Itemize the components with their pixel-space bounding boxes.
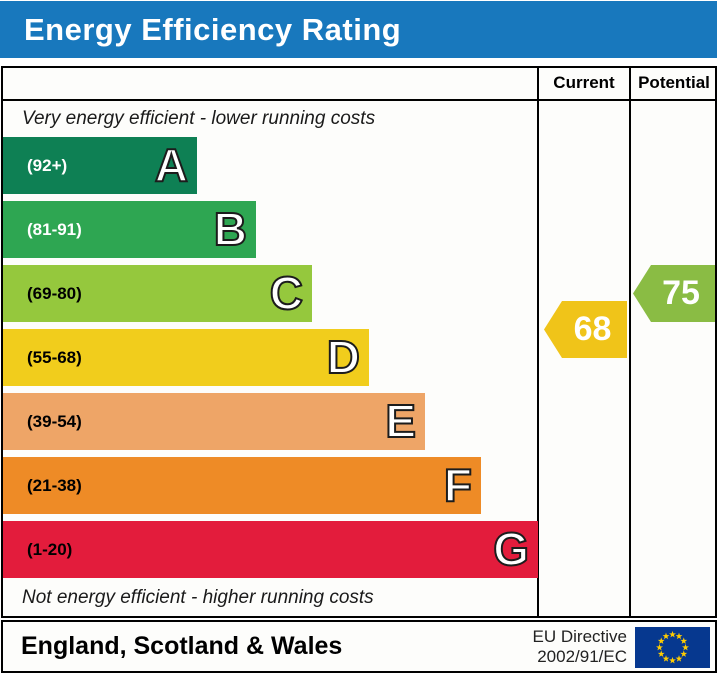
footer-bar: England, Scotland & Wales EU Directive 2… [1,620,717,673]
title-bar: Energy Efficiency Rating [0,1,717,58]
band-range-label: (69-80) [27,284,82,303]
current-column-divider [537,66,539,618]
band-range-label: (81-91) [27,220,82,239]
band-letter: E [384,394,417,448]
potential-rating-arrow: 75 [633,265,715,322]
band-bar-g: (1-20) G [3,521,538,578]
band-letter: C [269,266,304,320]
band-letter: F [443,458,473,512]
band-bar-d: (55-68) D [3,329,369,386]
band-letter: G [492,522,530,576]
band-letter: B [213,202,248,256]
eu-directive-label: EU Directive 2002/91/EC [533,627,627,667]
band-range-label: (1-20) [27,540,73,559]
bottom-note: Not energy efficient - higher running co… [22,587,374,608]
band-bar-b: (81-91) B [3,201,256,258]
potential-rating-value: 75 [662,274,700,312]
page-title: Energy Efficiency Rating [24,12,402,47]
current-rating-arrow: 68 [544,301,627,358]
band-range-label: (39-54) [27,412,82,431]
potential-column-header: Potential [638,73,710,92]
current-column-header: Current [553,73,615,92]
current-rating-value: 68 [573,310,612,348]
band-bar-e: (39-54) E [3,393,425,450]
band-bar-a: (92+) A [3,137,197,194]
band-bar-c: (69-80) C [3,265,312,322]
band-range-label: (92+) [27,156,68,175]
eu-directive-line2: 2002/91/EC [537,647,627,666]
band-bar-f: (21-38) F [3,457,481,514]
band-letter: D [326,330,361,384]
top-note: Very energy efficient - lower running co… [22,108,376,129]
band-letter: A [154,138,189,192]
band-range-label: (21-38) [27,476,82,495]
eu-flag-icon [635,627,710,668]
band-range-label: (55-68) [27,348,82,367]
eu-directive-line1: EU Directive [532,627,627,646]
region-label: England, Scotland & Wales [21,632,343,660]
header-row-divider [1,99,717,101]
potential-column-divider [629,66,631,618]
